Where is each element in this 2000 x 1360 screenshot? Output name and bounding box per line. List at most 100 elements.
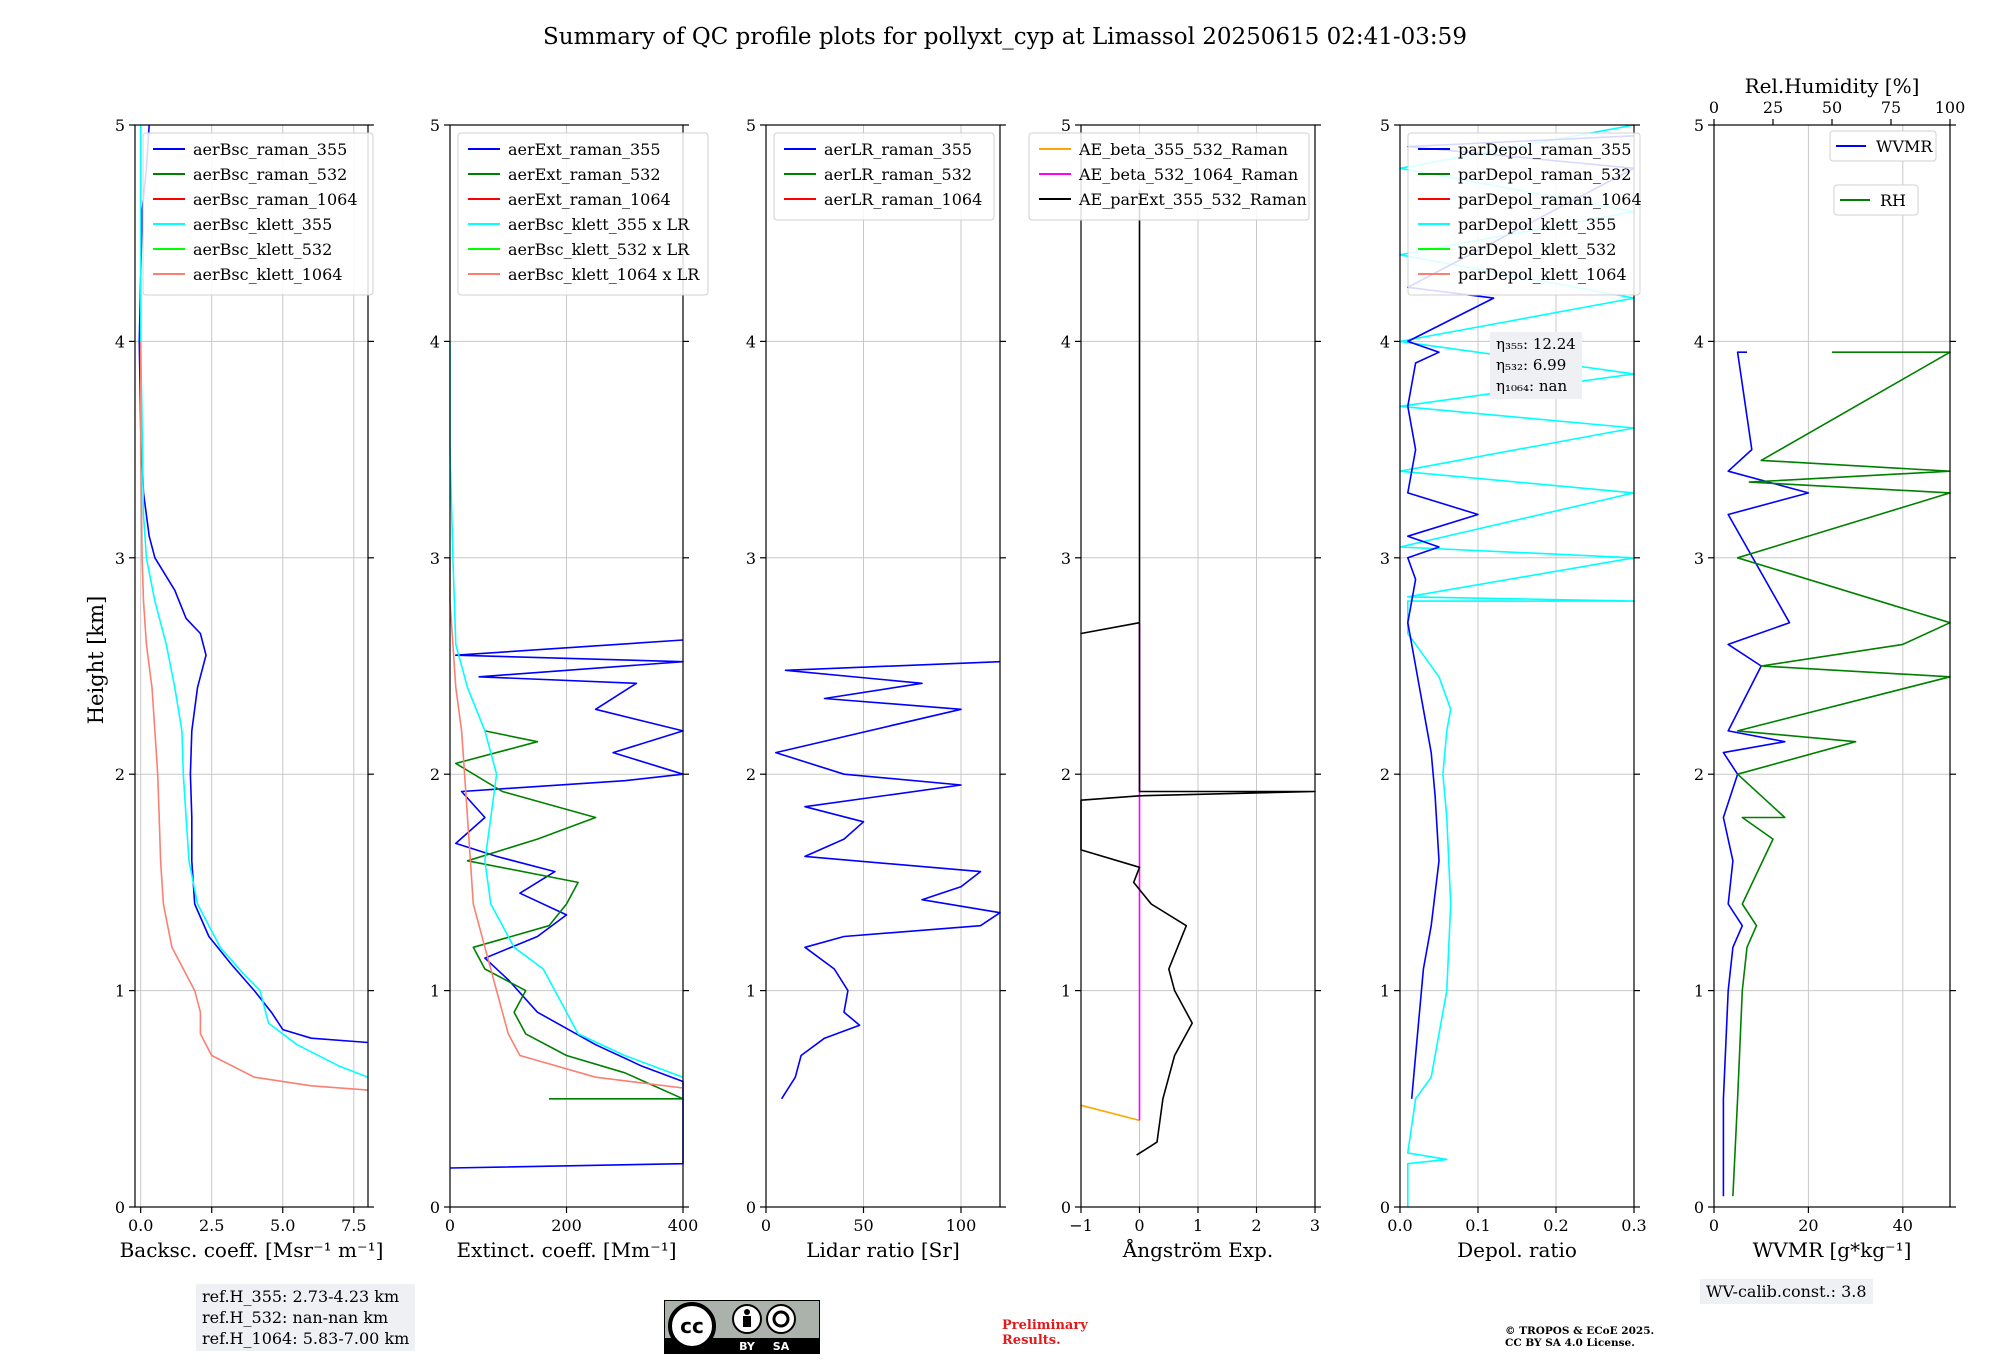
x-tick-label-2: 0.2	[1543, 1216, 1568, 1235]
cc-letters: cc	[680, 1314, 704, 1338]
panel-ext: 0 200 400 0 1 2 3 4 5 Extinct. coeff. [Mm⁻¹] aerEx…	[430, 116, 709, 1262]
y-tick-label-4: 4	[1380, 332, 1390, 351]
x-tick-label-0: 0	[761, 1216, 771, 1235]
panel-wv: 0 20 40 0 1 2 3 4 5 WVMR [g*kg⁻¹] 0 25 50 75 100 Rel.Hu…	[1694, 74, 1965, 1262]
legend-bsc: aerBsc_raman_355 aerBsc_raman_532 aerBsc_r…	[142, 132, 374, 296]
legend-lr: aerLR_raman_355 aerLR_raman_532 aerLR_rama…	[773, 132, 995, 221]
y-tick-label-1: 1	[1380, 982, 1390, 1001]
legend-label-3: aerBsc_klett_355 x LR	[508, 215, 690, 234]
wv-calibration-constant: WV-calib.const.: 3.8	[1706, 1282, 1867, 1301]
legend-label: RH	[1880, 191, 1906, 210]
legend-box	[1829, 130, 1937, 162]
panel-bsc: 0.0 2.5 5.0 7.5 0 1 2 3 4 5 Backsc. coeff. [Msr⁻¹ …	[115, 116, 384, 1262]
y-tick-label-3: 3	[430, 549, 440, 568]
x2-axis-label: Rel.Humidity [%]	[1745, 74, 1920, 98]
legend-label-2: aerLR_raman_1064	[824, 190, 982, 209]
cc-icon	[668, 1302, 716, 1350]
preliminary-line-2: Results.	[1002, 1333, 1061, 1348]
y-tick-label-5: 5	[430, 116, 440, 135]
figure-title: Summary of QC profile plots for pollyxt_…	[543, 24, 1467, 50]
legend-label-0: AE_beta_355_532_Raman	[1078, 140, 1288, 159]
x-tick-label-0: 0	[1709, 1216, 1719, 1235]
legend-ext: aerExt_raman_355 aerExt_raman_532 aerExt_r…	[457, 132, 709, 296]
x2-tick-label-2: 50	[1822, 98, 1842, 117]
legend-label-1: aerBsc_raman_532	[193, 165, 347, 184]
sa-icon-arrow	[772, 1310, 790, 1328]
legend-label-1: AE_beta_532_1064_Raman	[1078, 165, 1298, 184]
x-axis-label-wv: WVMR [g*kg⁻¹]	[1753, 1238, 1912, 1262]
y-tick-label-5: 5	[746, 116, 756, 135]
y-tick-label-2: 2	[430, 765, 440, 784]
series-lr-0	[774, 660, 1001, 1100]
legend-label-4: aerBsc_klett_532	[193, 240, 332, 259]
legend-label-0: aerExt_raman_355	[508, 140, 661, 159]
y-tick-label-0: 0	[1380, 1198, 1390, 1217]
copyright-line-1: © TROPOS & ECoE 2025.	[1505, 1325, 1655, 1337]
x2-tick-label-1: 25	[1763, 98, 1783, 117]
y-tick-label-3: 3	[1061, 549, 1071, 568]
x-axis-label-bsc: Backsc. coeff. [Msr⁻¹ m⁻¹]	[120, 1238, 384, 1262]
legend-label-5: aerBsc_klett_1064	[193, 265, 342, 284]
y-tick-label-4: 4	[115, 332, 125, 351]
legend-label-2: aerBsc_raman_1064	[193, 190, 358, 209]
eta-532: η₅₃₂: 6.99	[1496, 356, 1567, 374]
by-label: BY	[739, 1340, 756, 1353]
legend-label-3: aerBsc_klett_355	[193, 215, 332, 234]
legend-box	[1407, 132, 1641, 296]
legend-wv-0: WVMR	[1829, 130, 1937, 162]
y-tick-label-0: 0	[1694, 1198, 1704, 1217]
y-axis-label: Height [km]	[84, 596, 108, 725]
cc-by-sa-badge: cc BY SA	[664, 1300, 820, 1354]
y-tick-label-3: 3	[1694, 549, 1704, 568]
y-tick-label-4: 4	[1061, 332, 1071, 351]
legend-label-0: aerBsc_raman_355	[193, 140, 347, 159]
x-tick-label-0: −1	[1069, 1216, 1093, 1235]
axes-frame-wv	[1713, 124, 1951, 1208]
y-tick-label-3: 3	[746, 549, 756, 568]
y-tick-label-0: 0	[746, 1198, 756, 1217]
series-bsc-2	[139, 341, 369, 1091]
y-tick-label-1: 1	[430, 982, 440, 1001]
axes-frame-lr	[765, 124, 1001, 1208]
y-tick-label-5: 5	[1061, 116, 1071, 135]
legend-label-0: parDepol_raman_355	[1458, 140, 1631, 159]
panel-depol: 0.0 0.1 0.2 0.3 0 1 2 3 4 5 Depol. ratio parDepol_r…	[1380, 116, 1647, 1262]
x-tick-label-2: 5.0	[270, 1216, 295, 1235]
y-tick-label-2: 2	[1061, 765, 1071, 784]
y-tick-label-2: 2	[1380, 765, 1390, 784]
copyright-note: © TROPOS & ECoE 2025. CC BY SA 4.0 Licen…	[1505, 1325, 1654, 1349]
legend-box	[1833, 184, 1919, 216]
axes-frame-depol	[1399, 124, 1635, 1208]
x2-tick-label-4: 100	[1935, 98, 1966, 117]
legend-box	[457, 132, 709, 296]
series-wv-0	[1722, 351, 1810, 1197]
preliminary-note: Preliminary Results.	[1002, 1318, 1088, 1348]
ref-height-532: ref.H_532: nan-nan km	[202, 1308, 389, 1327]
y-tick-label-3: 3	[115, 549, 125, 568]
y-tick-label-3: 3	[1380, 549, 1390, 568]
x-tick-label-0: 0	[445, 1216, 455, 1235]
x-tick-label-2: 40	[1893, 1216, 1913, 1235]
legend-label-1: aerLR_raman_532	[824, 165, 972, 184]
y-tick-label-1: 1	[1061, 982, 1071, 1001]
y-tick-label-4: 4	[430, 332, 440, 351]
series-ae-0	[1080, 1104, 1140, 1122]
x-tick-label-3: 2	[1251, 1216, 1261, 1235]
panel-lr: 0 50 100 0 1 2 3 4 5 Lidar ratio [Sr] aerLR_raman_…	[746, 116, 1006, 1262]
wv-calibration-box: WV-calib.const.: 3.8	[1700, 1279, 1873, 1304]
series-bsc-1	[139, 125, 369, 1078]
y-tick-label-2: 2	[115, 765, 125, 784]
x-tick-label-3: 7.5	[341, 1216, 366, 1235]
y-tick-label-2: 2	[1694, 765, 1704, 784]
legend-label-5: parDepol_klett_1064	[1458, 265, 1627, 284]
y-tick-label-0: 0	[115, 1198, 125, 1217]
x-tick-label-2: 100	[946, 1216, 977, 1235]
series-ext-0	[449, 639, 684, 1169]
eta-box: η₃₅₅: 12.24 η₅₃₂: 6.99 η₁₀₆₄: nan	[1490, 332, 1582, 399]
y-tick-label-1: 1	[746, 982, 756, 1001]
legend-depol: parDepol_raman_355 parDepol_raman_532 parD…	[1407, 132, 1642, 296]
legend-wv-1: RH	[1833, 184, 1919, 216]
legend-label-0: aerLR_raman_355	[824, 140, 972, 159]
x-tick-label-0: 0.0	[1387, 1216, 1412, 1235]
